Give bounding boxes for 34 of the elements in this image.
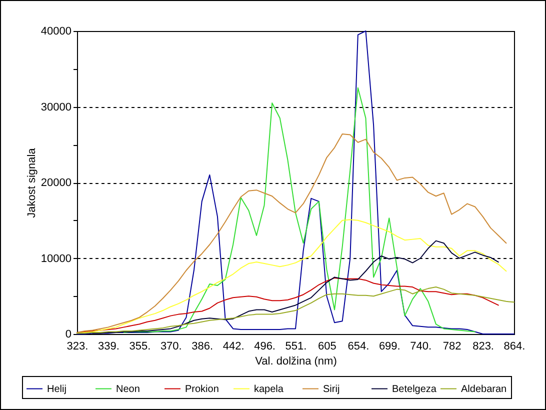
line-series (92, 240, 499, 334)
x-tick-label: 442. (222, 340, 244, 352)
x-tick-label: 370. (160, 340, 182, 352)
legend-label: Betelgeza (392, 384, 437, 395)
legend-label: Prokion (185, 384, 219, 395)
x-tick-label: 386. (192, 340, 214, 352)
y-tick-label: 20000 (40, 177, 72, 189)
x-tick-label: 823. (472, 340, 494, 352)
y-tick-label: 10000 (40, 252, 72, 265)
line-series (123, 87, 476, 333)
legend-label: Helij (47, 384, 66, 395)
line-series (76, 134, 507, 333)
x-tick-label: 740. (410, 340, 432, 352)
legend-label: kapela (254, 384, 284, 395)
x-tick-label: 654. (348, 340, 370, 352)
y-tick-label: 0 (65, 328, 72, 340)
y-axis-title: Jakost signala (26, 147, 38, 218)
y-tick-label: 40000 (40, 26, 72, 38)
x-tick-label: 551. (285, 340, 307, 352)
x-axis-title: Val. dolžina (nm) (255, 356, 337, 368)
line-series (76, 30, 514, 334)
legend-label: Aldebaran (461, 384, 507, 395)
line-series (76, 286, 514, 334)
x-tick-label: 605 (318, 340, 336, 352)
x-tick-label: 864. (504, 340, 526, 352)
legend-label: Sirij (323, 384, 340, 395)
x-tick-label: 323. (66, 340, 88, 352)
x-tick-label: 496. (254, 340, 276, 352)
x-tick-label: 339. (98, 340, 120, 352)
y-tick-label: 30000 (40, 101, 72, 114)
x-tick-label: 782 (442, 340, 462, 352)
x-tick-label: 355. (129, 340, 151, 352)
x-tick-label: 699. (378, 340, 400, 352)
legend-label: Neon (116, 384, 140, 395)
